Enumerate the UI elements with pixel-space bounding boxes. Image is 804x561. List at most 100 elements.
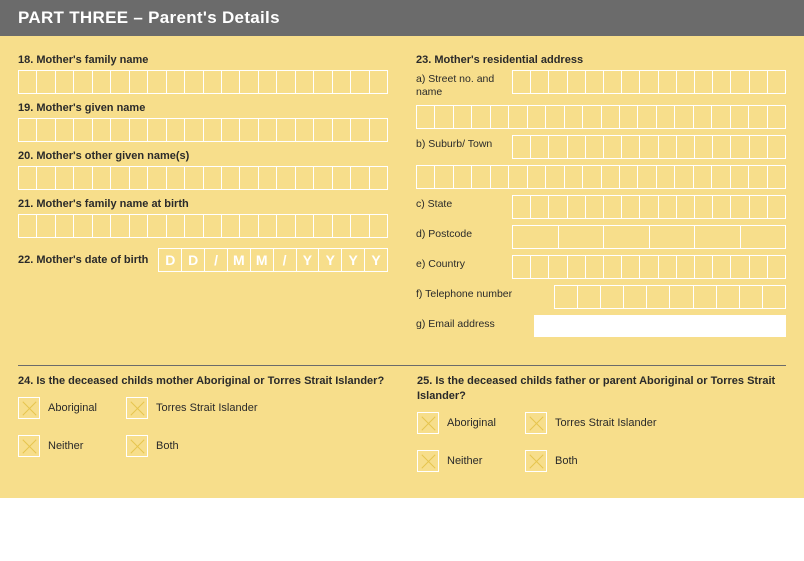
char-cell[interactable] (167, 167, 185, 189)
char-cell[interactable] (640, 71, 658, 93)
char-cell[interactable] (712, 166, 730, 188)
q23c-input[interactable] (512, 195, 786, 219)
char-cell[interactable] (546, 106, 564, 128)
char-cell[interactable] (222, 119, 240, 141)
char-cell[interactable] (74, 167, 92, 189)
char-cell[interactable] (531, 196, 549, 218)
char-cell[interactable] (638, 166, 656, 188)
char-cell[interactable] (148, 215, 166, 237)
checkbox[interactable] (417, 412, 439, 434)
char-cell[interactable] (513, 256, 531, 278)
char-cell[interactable] (695, 71, 713, 93)
char-cell[interactable] (37, 119, 55, 141)
char-cell[interactable] (568, 136, 586, 158)
char-cell[interactable] (435, 106, 453, 128)
char-cell[interactable] (185, 119, 203, 141)
char-cell[interactable] (675, 106, 693, 128)
char-cell[interactable] (717, 286, 740, 308)
char-cell[interactable] (240, 119, 258, 141)
char-cell[interactable] (670, 286, 693, 308)
char-cell[interactable] (93, 71, 111, 93)
char-cell[interactable] (675, 166, 693, 188)
char-cell[interactable] (185, 215, 203, 237)
char-cell[interactable] (130, 215, 148, 237)
char-cell[interactable] (222, 167, 240, 189)
char-cell[interactable] (333, 71, 351, 93)
char-cell[interactable] (513, 136, 531, 158)
checkbox[interactable] (126, 397, 148, 419)
char-cell[interactable] (731, 136, 749, 158)
char-cell[interactable] (204, 215, 222, 237)
date-cell[interactable]: M (228, 249, 251, 271)
char-cell[interactable] (148, 167, 166, 189)
char-cell[interactable] (657, 166, 675, 188)
char-cell[interactable] (259, 119, 277, 141)
q22-input[interactable]: DD/MM/YYYY (158, 248, 388, 272)
char-cell[interactable] (56, 167, 74, 189)
char-cell[interactable] (731, 71, 749, 93)
q23b-input-2[interactable] (416, 165, 786, 189)
char-cell[interactable] (549, 136, 567, 158)
char-cell[interactable] (568, 71, 586, 93)
char-cell[interactable] (111, 119, 129, 141)
char-cell[interactable] (677, 256, 695, 278)
q23b-input-1[interactable] (512, 135, 786, 159)
char-cell[interactable] (750, 71, 768, 93)
char-cell[interactable] (647, 286, 670, 308)
char-cell[interactable] (509, 106, 527, 128)
char-cell[interactable] (491, 106, 509, 128)
char-cell[interactable] (583, 106, 601, 128)
char-cell[interactable] (638, 106, 656, 128)
char-cell[interactable] (435, 166, 453, 188)
char-cell[interactable] (601, 286, 624, 308)
char-cell[interactable] (622, 196, 640, 218)
checkbox[interactable] (18, 397, 40, 419)
char-cell[interactable] (586, 196, 604, 218)
char-cell[interactable] (491, 166, 509, 188)
char-cell[interactable] (351, 119, 369, 141)
char-cell[interactable] (37, 71, 55, 93)
checkbox[interactable] (525, 412, 547, 434)
char-cell[interactable] (351, 71, 369, 93)
char-cell[interactable] (568, 196, 586, 218)
char-cell[interactable] (677, 71, 695, 93)
char-cell[interactable] (74, 119, 92, 141)
char-cell[interactable] (640, 196, 658, 218)
checkbox[interactable] (417, 450, 439, 472)
char-cell[interactable] (731, 256, 749, 278)
q23d-input[interactable] (512, 225, 786, 249)
char-cell[interactable] (768, 196, 785, 218)
char-cell[interactable] (314, 215, 332, 237)
char-cell[interactable] (204, 71, 222, 93)
char-cell[interactable] (559, 226, 605, 248)
char-cell[interactable] (549, 196, 567, 218)
char-cell[interactable] (695, 226, 741, 248)
char-cell[interactable] (185, 167, 203, 189)
q18-input[interactable] (18, 70, 388, 94)
char-cell[interactable] (93, 215, 111, 237)
char-cell[interactable] (167, 71, 185, 93)
char-cell[interactable] (74, 215, 92, 237)
date-cell[interactable]: Y (319, 249, 342, 271)
char-cell[interactable] (620, 166, 638, 188)
char-cell[interactable] (694, 106, 712, 128)
char-cell[interactable] (314, 167, 332, 189)
char-cell[interactable] (296, 119, 314, 141)
char-cell[interactable] (93, 167, 111, 189)
char-cell[interactable] (513, 71, 531, 93)
q23f-input[interactable] (554, 285, 786, 309)
char-cell[interactable] (56, 119, 74, 141)
char-cell[interactable] (713, 136, 731, 158)
char-cell[interactable] (565, 106, 583, 128)
char-cell[interactable] (604, 196, 622, 218)
char-cell[interactable] (130, 167, 148, 189)
char-cell[interactable] (750, 136, 768, 158)
char-cell[interactable] (549, 71, 567, 93)
date-cell[interactable]: Y (297, 249, 320, 271)
char-cell[interactable] (56, 215, 74, 237)
char-cell[interactable] (546, 166, 564, 188)
char-cell[interactable] (240, 215, 258, 237)
date-cell[interactable]: Y (365, 249, 387, 271)
q23e-input[interactable] (512, 255, 786, 279)
char-cell[interactable] (314, 71, 332, 93)
